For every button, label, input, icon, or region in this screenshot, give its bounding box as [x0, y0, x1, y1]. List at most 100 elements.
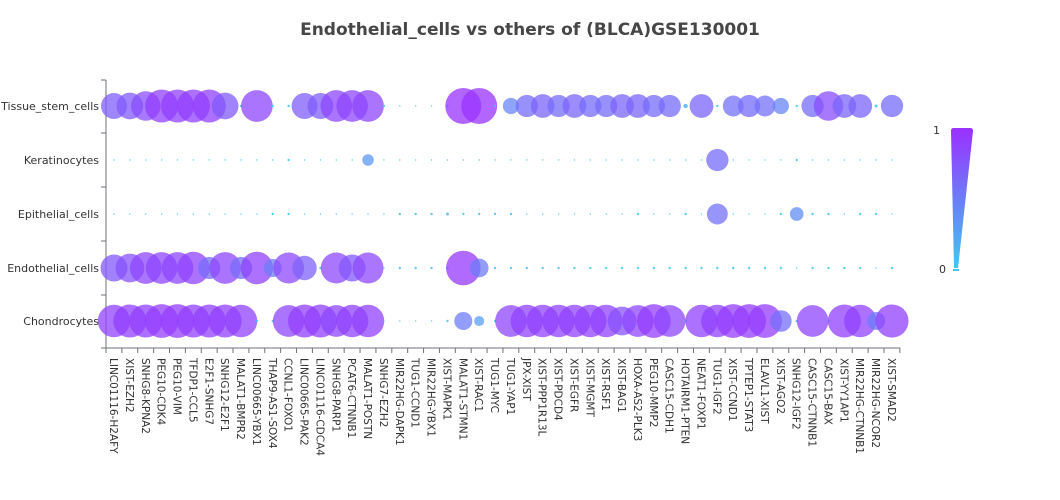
- bubble-Keratinocytes-MALAT1-STMN1[interactable]: [462, 159, 465, 161]
- bubble-Endothelial_cells-NEAT1-FOXP1[interactable]: [700, 266, 703, 270]
- bubble-Endothelial_cells-SNHG12-E2F1[interactable]: [209, 252, 241, 284]
- bubble-Chondrocytes-TUG1-CCND1[interactable]: [414, 320, 417, 322]
- bubble-Keratinocytes-ELAVL1-XIST[interactable]: [764, 159, 766, 161]
- legend-handle-min[interactable]: [953, 269, 959, 271]
- bubble-Endothelial_cells-TUG1-IGF2[interactable]: [716, 266, 719, 270]
- bubble-Epithelial_cells-HOXA-AS2-PLK3[interactable]: [636, 212, 640, 216]
- bubble-Chondrocytes-XIST-MAPK1[interactable]: [446, 319, 449, 323]
- bubble-Chondrocytes-ELAVL1-XIST[interactable]: [748, 304, 782, 338]
- bubble-Endothelial_cells-MIR22HG-NCOR2[interactable]: [875, 267, 877, 269]
- legend-handle-max[interactable]: [951, 128, 973, 133]
- bubble-Epithelial_cells-LINC00665-YBX1[interactable]: [256, 213, 258, 215]
- bubble-Epithelial_cells-MIR22HG-DAPK1[interactable]: [398, 212, 401, 216]
- bubble-Epithelial_cells-SNHG8-PARP1[interactable]: [335, 213, 337, 215]
- bubble-Tissue_stem_cells-XIST-AGO2[interactable]: [772, 97, 789, 115]
- bubble-Epithelial_cells-XIST-CCND1[interactable]: [732, 213, 734, 215]
- bubble-Chondrocytes-SNHG7-EZH2[interactable]: [383, 320, 385, 322]
- bubble-Endothelial_cells-PEG10-MMP2[interactable]: [652, 266, 656, 270]
- bubble-Keratinocytes-PEG10-VIM[interactable]: [176, 159, 179, 161]
- bubble-Keratinocytes-XIST-RSF1[interactable]: [605, 159, 607, 161]
- bubble-Epithelial_cells-XIST-EGFR[interactable]: [573, 213, 576, 215]
- bubble-Keratinocytes-MIR22HG-DAPK1[interactable]: [399, 159, 401, 161]
- bubble-Tissue_stem_cells-CASC15-CDH1[interactable]: [658, 94, 681, 118]
- bubble-Endothelial_cells-MIR22HG-CTNNB1[interactable]: [859, 266, 862, 270]
- bubble-Chondrocytes-XIST-SMAD2[interactable]: [875, 304, 909, 338]
- bubble-Epithelial_cells-HOTAIRM1-PTEN[interactable]: [684, 212, 687, 216]
- bubble-Endothelial_cells-XIST-BAG1[interactable]: [620, 266, 624, 270]
- bubble-Epithelial_cells-MIR22HG-YBX1[interactable]: [430, 212, 433, 216]
- bubble-Keratinocytes-TUG1-CCND1[interactable]: [414, 159, 417, 161]
- bubble-Chondrocytes-MIR22HG-YBX1[interactable]: [430, 320, 433, 322]
- bubble-Keratinocytes-PEG10-CDK4[interactable]: [160, 159, 163, 161]
- bubble-Epithelial_cells-LINC01116-H2AFY[interactable]: [113, 213, 115, 215]
- bubble-Keratinocytes-XIST-CCND1[interactable]: [732, 159, 734, 161]
- bubble-Tissue_stem_cells-ELAVL1-XIST[interactable]: [754, 95, 776, 117]
- bubble-Epithelial_cells-TPTEP1-STAT3[interactable]: [748, 213, 750, 215]
- bubble-Epithelial_cells-XIST-PDCD4[interactable]: [557, 213, 560, 215]
- bubble-Keratinocytes-SNHG12-IGF2[interactable]: [795, 158, 798, 162]
- bubble-Tissue_stem_cells-MIR22HG-YBX1[interactable]: [430, 105, 433, 107]
- bubble-Keratinocytes-THAP9-AS1-SOX4[interactable]: [272, 159, 274, 161]
- bubble-Tissue_stem_cells-LINC00665-YBX1[interactable]: [241, 90, 273, 122]
- bubble-Tissue_stem_cells-SNHG12-IGF2[interactable]: [795, 104, 798, 108]
- bubble-Tissue_stem_cells-SNHG12-E2F1[interactable]: [211, 92, 239, 120]
- bubble-Keratinocytes-E2F1-SNHG7[interactable]: [208, 159, 210, 161]
- bubble-Tissue_stem_cells-PEG10-MMP2[interactable]: [642, 94, 665, 118]
- bubble-Keratinocytes-MIR22HG-NCOR2[interactable]: [875, 159, 877, 161]
- bubble-Tissue_stem_cells-SNHG7-EZH2[interactable]: [382, 104, 386, 108]
- bubble-Tissue_stem_cells-MALAT1-POSTN[interactable]: [352, 90, 384, 122]
- bubble-Epithelial_cells-MALAT1-BMPR2[interactable]: [240, 213, 242, 215]
- bubble-Endothelial_cells-TPTEP1-STAT3[interactable]: [747, 266, 751, 270]
- bubble-Keratinocytes-MALAT1-BMPR2[interactable]: [240, 159, 242, 161]
- bubble-Epithelial_cells-SNHG12-E2F1[interactable]: [224, 213, 226, 215]
- bubble-Epithelial_cells-XIST-RAC1[interactable]: [477, 212, 481, 216]
- bubble-Keratinocytes-CCNL1-FOXO1[interactable]: [287, 158, 290, 162]
- bubble-Endothelial_cells-JPX-XIST[interactable]: [525, 266, 529, 270]
- bubble-Endothelial_cells-XIST-PDCD4[interactable]: [557, 266, 560, 270]
- bubble-Keratinocytes-SNHG7-EZH2[interactable]: [383, 159, 385, 161]
- bubble-Tissue_stem_cells-XIST-SMAD2[interactable]: [880, 94, 904, 118]
- bubble-Endothelial_cells-TFDP1-CCL5[interactable]: [177, 251, 210, 285]
- bubble-Chondrocytes-XIST-RAC1[interactable]: [474, 315, 485, 327]
- bubble-Tissue_stem_cells-XIST-PPP1R13L[interactable]: [530, 94, 555, 118]
- bubble-Endothelial_cells-MALAT1-STMN1[interactable]: [446, 250, 481, 286]
- bubble-Epithelial_cells-NEAT1-FOXP1[interactable]: [700, 213, 703, 215]
- bubble-Keratinocytes-TPTEP1-STAT3[interactable]: [748, 159, 750, 161]
- bubble-Endothelial_cells-XIST-RSF1[interactable]: [605, 266, 608, 270]
- bubble-Keratinocytes-LINC01116-H2AFY[interactable]: [113, 159, 115, 161]
- bubble-Endothelial_cells-LINC00665-PAK2[interactable]: [292, 255, 317, 281]
- bubble-Tissue_stem_cells-MIR22HG-NCOR2[interactable]: [874, 104, 878, 108]
- bubble-Tissue_stem_cells-THAP9-AS1-SOX4[interactable]: [271, 104, 274, 108]
- bubble-Keratinocytes-MALAT1-POSTN[interactable]: [362, 154, 374, 166]
- bubble-Epithelial_cells-LINC00665-PAK2[interactable]: [303, 213, 306, 215]
- bubble-Epithelial_cells-TUG1-YAP1[interactable]: [509, 212, 513, 216]
- bubble-Endothelial_cells-CASC15-CTNNB1[interactable]: [811, 266, 814, 270]
- bubble-Tissue_stem_cells-TPTEP1-STAT3[interactable]: [737, 94, 761, 118]
- bubble-Endothelial_cells-HOXA-AS2-PLK3[interactable]: [636, 266, 640, 270]
- bubble-Tissue_stem_cells-TUG1-CCND1[interactable]: [414, 105, 417, 107]
- bubble-Chondrocytes-MALAT1-POSTN[interactable]: [351, 304, 385, 338]
- bubble-Endothelial_cells-MIR22HG-YBX1[interactable]: [430, 266, 433, 270]
- bubble-Endothelial_cells-XIST-SMAD2[interactable]: [890, 266, 894, 270]
- bubble-Keratinocytes-HOXA-AS2-PLK3[interactable]: [637, 159, 639, 161]
- bubble-Tissue_stem_cells-XIST-RAC1[interactable]: [461, 88, 498, 124]
- bubble-Tissue_stem_cells-TUG1-IGF2[interactable]: [716, 104, 719, 108]
- bubble-Epithelial_cells-PCAT6-CTNNB1[interactable]: [351, 213, 353, 215]
- bubble-Keratinocytes-SNHG12-E2F1[interactable]: [224, 159, 226, 161]
- bubble-Chondrocytes-XIST-AGO2[interactable]: [770, 310, 792, 332]
- bubble-Epithelial_cells-E2F1-SNHG7[interactable]: [208, 213, 210, 215]
- bubble-Endothelial_cells-CASC15-CDH1[interactable]: [668, 266, 671, 270]
- color-legend[interactable]: 1 0: [933, 124, 973, 276]
- bubble-Epithelial_cells-XIST-YY1AP1[interactable]: [843, 213, 846, 215]
- bubble-Chondrocytes-MALAT1-STMN1[interactable]: [454, 312, 473, 330]
- bubble-Tissue_stem_cells-CCNL1-FOXO1[interactable]: [287, 104, 290, 108]
- bubble-Epithelial_cells-TUG1-CCND1[interactable]: [414, 212, 417, 216]
- bubble-Epithelial_cells-CASC15-CDH1[interactable]: [669, 213, 671, 215]
- bubble-Epithelial_cells-JPX-XIST[interactable]: [526, 213, 528, 215]
- bubble-Keratinocytes-JPX-XIST[interactable]: [526, 159, 528, 161]
- bubble-Endothelial_cells-TUG1-CCND1[interactable]: [414, 266, 417, 270]
- bubble-Keratinocytes-SNHG8-PARP1[interactable]: [335, 159, 337, 161]
- bubble-Epithelial_cells-SNHG8-KPNA2[interactable]: [145, 213, 147, 215]
- bubble-Chondrocytes-LINC00665-YBX1[interactable]: [255, 319, 259, 323]
- bubble-Endothelial_cells-SNHG7-EZH2[interactable]: [383, 267, 385, 269]
